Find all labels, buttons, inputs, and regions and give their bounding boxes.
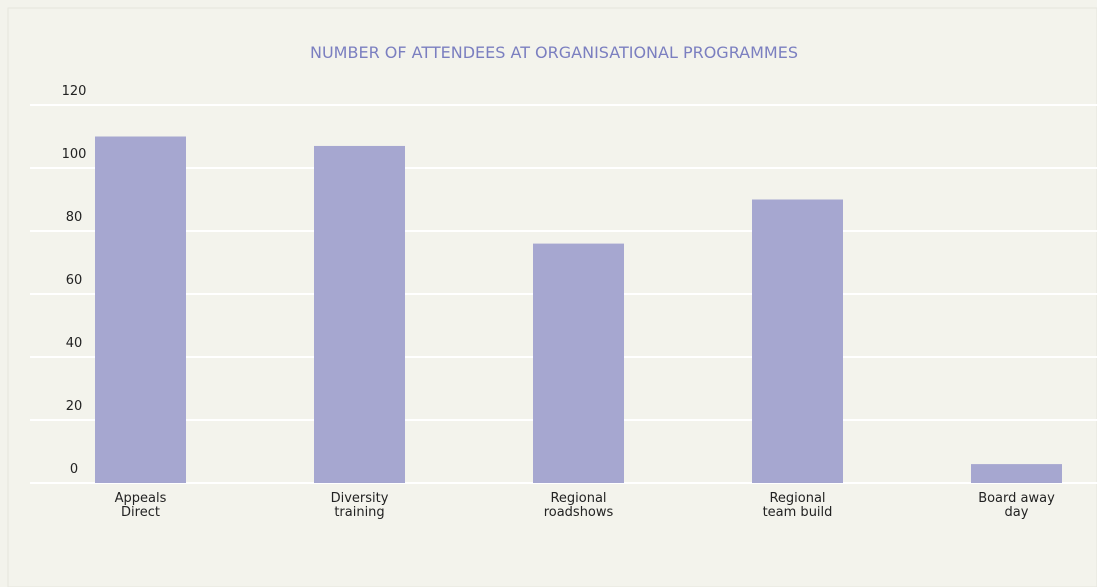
- x-tick-label: Regional roadshows: [543, 491, 614, 520]
- y-tick-label: 60: [66, 273, 83, 288]
- bar: [95, 136, 186, 483]
- y-tick-label: 20: [66, 399, 83, 414]
- y-tick-label: 100: [62, 147, 87, 162]
- chart-title: NUMBER OF ATTENDEES AT ORGANISATIONAL PR…: [310, 43, 798, 62]
- x-tick-label: Diversity training: [330, 491, 389, 520]
- x-tick-label: Appeals Direct: [114, 491, 167, 520]
- x-tick-label: Board away day: [978, 491, 1055, 520]
- y-tick-label: 120: [62, 84, 87, 99]
- x-tick-label: Regional team build: [762, 491, 833, 520]
- y-tick-label: 0: [70, 462, 78, 477]
- bar: [533, 243, 624, 483]
- bar: [314, 145, 405, 483]
- bar: [752, 199, 843, 483]
- y-tick-label: 80: [66, 210, 83, 225]
- bar: [971, 464, 1062, 483]
- y-tick-label: 40: [66, 336, 83, 351]
